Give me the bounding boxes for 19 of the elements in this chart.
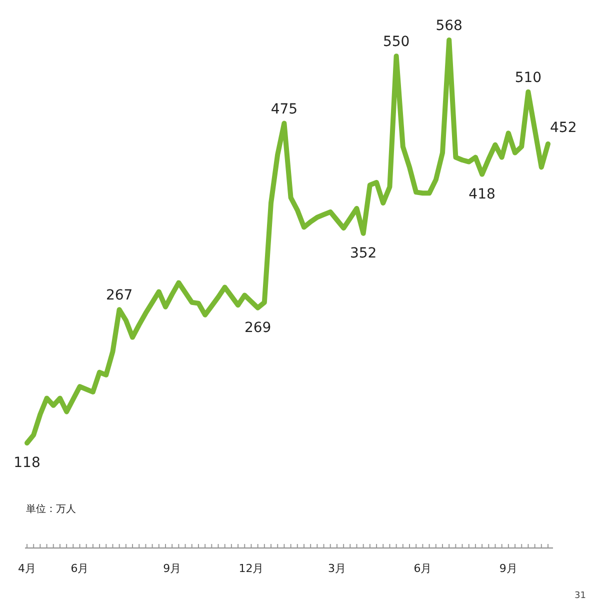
x-tick-label: 6月 <box>70 562 89 575</box>
data-label: 475 <box>270 101 298 118</box>
data-label: 418 <box>468 186 496 202</box>
x-tick-label: 6月 <box>414 562 432 575</box>
data-label: 352 <box>350 245 377 262</box>
x-tick-label: 4月 <box>18 562 36 575</box>
x-tick-label: 9月 <box>163 562 182 575</box>
data-label: 267 <box>106 288 133 304</box>
annotation: 31 <box>574 591 586 601</box>
data-label: 550 <box>382 34 410 50</box>
x-tick-label: 9月 <box>499 562 518 575</box>
data-label: 118 <box>14 455 40 471</box>
data-label: 568 <box>436 18 462 34</box>
x-tick-label: 3月 <box>328 562 346 575</box>
data-label: 269 <box>244 320 272 336</box>
annotation: 単位：万人 <box>26 504 76 515</box>
x-tick-label: 12月 <box>238 562 264 575</box>
data-label: 510 <box>514 70 542 86</box>
data-label: 452 <box>550 120 577 136</box>
